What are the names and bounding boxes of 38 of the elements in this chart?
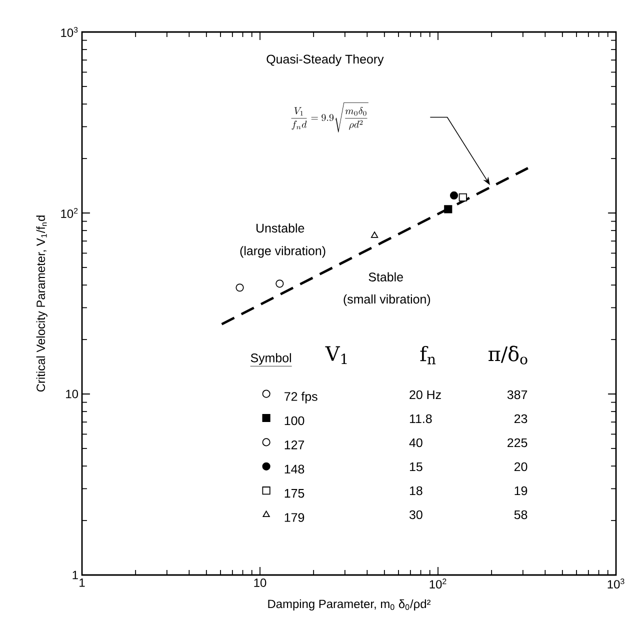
annotation: 18	[410, 486, 422, 496]
annotation: 58	[514, 510, 528, 520]
annotation: (large vibration)	[240, 246, 326, 258]
legend-label: 179	[284, 513, 304, 522]
annotation: π/δ$_{o}$	[488, 346, 528, 364]
y-tick-label: 10$^{2}$	[61, 208, 78, 218]
y-tick-label: 10	[66, 390, 78, 398]
annotation: 20 Hz	[410, 390, 441, 400]
x-axis-title: Damping Parameter, m$_{0}$ δ$_{0}$/ρd²	[268, 599, 431, 611]
y-axis-title: Critical Velocity Parameter, V$_{1}$/f$_{n}$d	[36, 216, 48, 392]
annotation: 20	[514, 462, 528, 472]
annotation: 40	[409, 438, 422, 448]
annotation: Unstable	[256, 223, 304, 233]
legend-label: 127	[284, 440, 304, 450]
legend-label: 100	[284, 416, 304, 426]
y-tick-label: 10$^{3}$	[61, 26, 78, 37]
annotation: 225	[508, 438, 528, 448]
annotation: f$_{n}$	[420, 346, 436, 364]
x-tick-label: 10$^{2}$	[430, 578, 446, 589]
annotation: Quasi-Steady Theory	[266, 54, 384, 66]
y-tick-label: 1	[72, 570, 78, 580]
x-tick-label: 1	[80, 578, 85, 587]
legend-label: 175	[284, 489, 304, 498]
annotation: Stable	[368, 272, 403, 282]
legend-label: 72 fps	[284, 392, 318, 404]
annotation: $\frac{V_{1}}{f_{n}d}=9.9\sqrt{\frac{m_{0}\delta_{0}}{\rho d^{2}}}$	[291, 102, 368, 132]
annotation: 15	[410, 462, 422, 472]
annotation: 30	[409, 510, 422, 520]
x-tick-label: 10	[254, 578, 266, 587]
x-tick-label: 10$^{3}$	[608, 578, 624, 589]
annotation: 11.8	[410, 414, 432, 424]
legend-title: Symbol	[250, 353, 291, 365]
annotation: (small vibration)	[344, 294, 430, 306]
legend-label: 148	[284, 464, 304, 474]
annotation: 23	[514, 414, 528, 424]
annotation: V$_{1}$	[325, 346, 347, 364]
annotation: 387	[507, 390, 528, 400]
annotation: 19	[514, 486, 528, 496]
